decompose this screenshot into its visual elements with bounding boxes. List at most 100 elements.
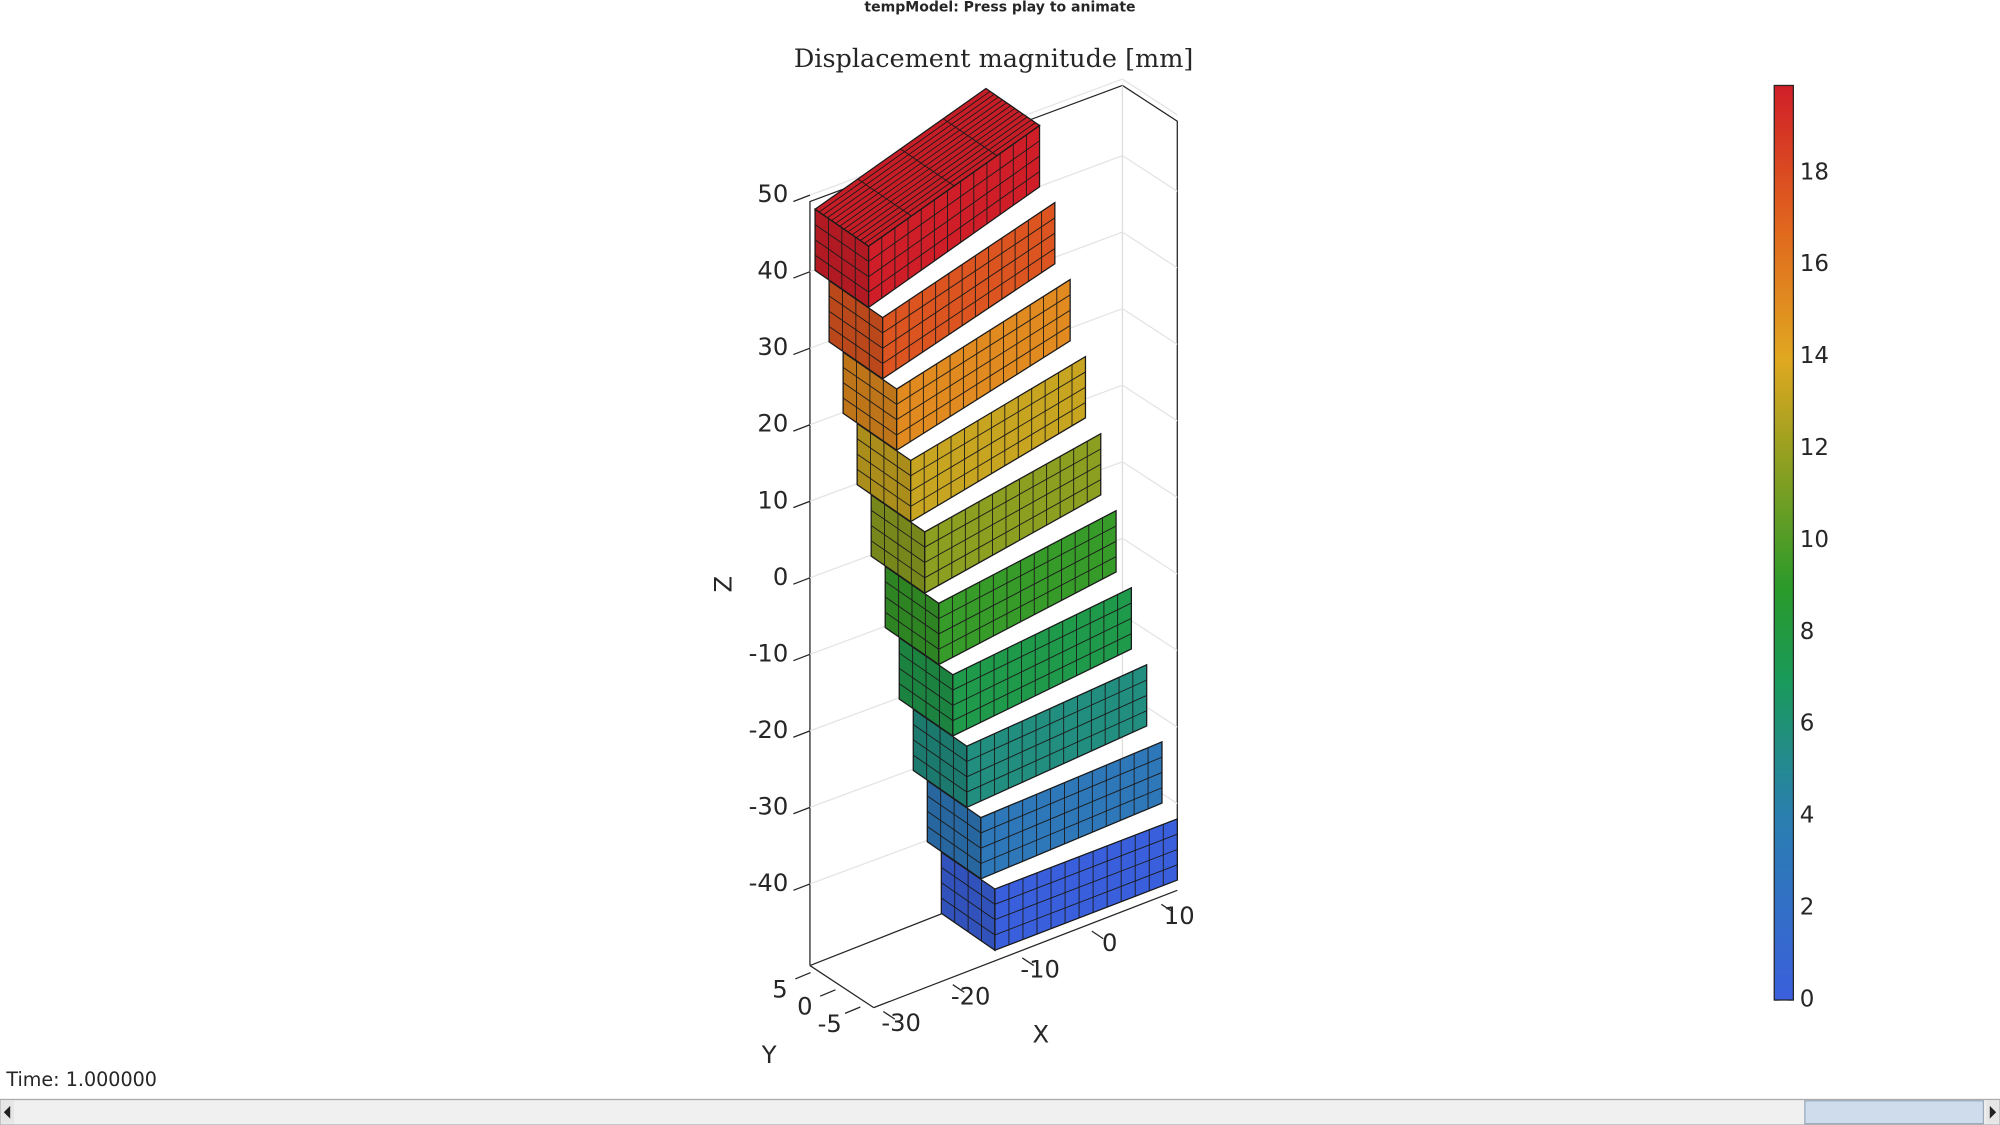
- z-tick-label: -30: [749, 792, 789, 820]
- x-tick: [1091, 930, 1104, 940]
- x-tick: [882, 1010, 896, 1020]
- mesh-line: [966, 679, 1147, 762]
- mesh-line: [868, 171, 1040, 293]
- grid-line: [1122, 461, 1178, 498]
- y-label: Y: [761, 1041, 777, 1069]
- mesh-line: [882, 248, 1056, 364]
- axes-title: Displacement magnitude [mm]: [794, 44, 1194, 74]
- scroll-track[interactable]: [0, 1098, 2000, 1125]
- z-tick: [793, 806, 811, 815]
- mesh-line: [868, 140, 1040, 262]
- mesh-line: [994, 864, 1178, 936]
- colorbar: [1773, 84, 1795, 1001]
- grid-line: [1122, 155, 1178, 192]
- z-tick-label: 30: [757, 333, 788, 361]
- scrollbar[interactable]: [0, 1098, 2000, 1125]
- x-label: X: [1033, 1021, 1050, 1049]
- grid-line: [1122, 537, 1178, 575]
- mesh-line: [924, 479, 1101, 579]
- arrow-left: [3, 1105, 11, 1119]
- x-tick-label: -30: [881, 1009, 921, 1037]
- mesh-line: [994, 849, 1178, 921]
- colorbar-tick-label: 6: [1800, 711, 1815, 737]
- mesh-line: [994, 833, 1178, 905]
- z-tick: [793, 347, 811, 356]
- time-label: Time: 1.000000: [5, 1068, 157, 1091]
- z-tick-label: -20: [749, 716, 789, 744]
- y-tick: [795, 971, 811, 980]
- mesh-line: [952, 617, 1132, 706]
- z-tick: [793, 500, 811, 509]
- mesh-line: [924, 463, 1101, 563]
- grid-line: [1122, 384, 1178, 422]
- mesh-line: [857, 178, 912, 217]
- z-tick: [793, 424, 811, 432]
- colorbar-tick-label: 4: [1800, 803, 1815, 829]
- z-tick-label: 20: [757, 410, 788, 438]
- grid-line: [1122, 78, 1178, 116]
- arrow-right: [1989, 1105, 1997, 1119]
- z-tick: [793, 883, 811, 891]
- mesh-line: [966, 695, 1147, 778]
- z-label: Z: [709, 576, 737, 593]
- mesh-line: [910, 386, 1086, 492]
- x-tick: [1021, 957, 1035, 967]
- y-tick-label: -5: [818, 1010, 842, 1038]
- colorbar-tick-label: 12: [1800, 435, 1829, 461]
- grid-line: [1122, 231, 1178, 269]
- mesh-line: [938, 556, 1117, 650]
- z-tick: [793, 271, 811, 279]
- colorbar-tick-label: 16: [1800, 251, 1829, 277]
- x-tick-label: 0: [1102, 929, 1117, 957]
- colorbar-tick-label: 14: [1800, 343, 1829, 369]
- z-tick-label: 40: [757, 257, 788, 285]
- colorbar-tick-label: 8: [1800, 619, 1815, 645]
- mesh-line: [910, 402, 1086, 507]
- axis-ticks: 50403020100-10-20-30-40-30-20-1001050-50…: [749, 159, 1829, 1038]
- mesh-line: [938, 525, 1117, 620]
- window-title: tempModel: Press play to animate: [864, 0, 1135, 16]
- mesh-line: [938, 540, 1117, 635]
- mesh-line: [868, 155, 1040, 278]
- mesh-line: [966, 710, 1147, 793]
- deformed-mesh: [813, 87, 1178, 952]
- colorbar-tick-label: 18: [1800, 159, 1829, 185]
- mesh-line: [952, 602, 1132, 691]
- mesh-line: [980, 772, 1163, 849]
- x-tick: [1160, 903, 1174, 913]
- mesh-line: [896, 309, 1071, 421]
- z-tick-label: 0: [773, 563, 788, 591]
- z-tick-label: -10: [749, 639, 789, 667]
- y-tick-label: 5: [772, 975, 787, 1003]
- x-tick-label: 10: [1164, 902, 1195, 930]
- mesh-line: [910, 371, 1086, 477]
- z-tick-label: 10: [757, 486, 788, 514]
- mesh-line: [952, 633, 1132, 722]
- x-tick: [952, 984, 965, 993]
- mesh-line: [896, 325, 1071, 436]
- y-tick-label: 0: [797, 993, 812, 1021]
- mesh-line: [882, 217, 1056, 334]
- grid-line: [1122, 308, 1178, 345]
- z-tick: [793, 194, 811, 203]
- z-tick: [793, 730, 811, 738]
- colorbar-tick-label: 2: [1800, 895, 1815, 921]
- mesh-line: [924, 448, 1101, 548]
- x-tick-label: -20: [951, 982, 991, 1010]
- z-tick-label: -40: [749, 869, 789, 897]
- colorbar-tick-label: 0: [1800, 986, 1815, 1012]
- mesh-line: [980, 756, 1163, 834]
- z-tick: [793, 653, 811, 662]
- scroll-thumb[interactable]: [1804, 1100, 1985, 1125]
- mesh-line: [980, 787, 1163, 864]
- y-tick: [844, 1006, 861, 1014]
- z-tick: [793, 577, 811, 585]
- mesh-line: [882, 232, 1056, 349]
- mesh-line: [900, 148, 955, 187]
- y-tick: [819, 989, 836, 997]
- mesh-line: [896, 294, 1071, 405]
- mesh-line: [942, 118, 998, 157]
- colorbar-tick-label: 10: [1800, 527, 1829, 553]
